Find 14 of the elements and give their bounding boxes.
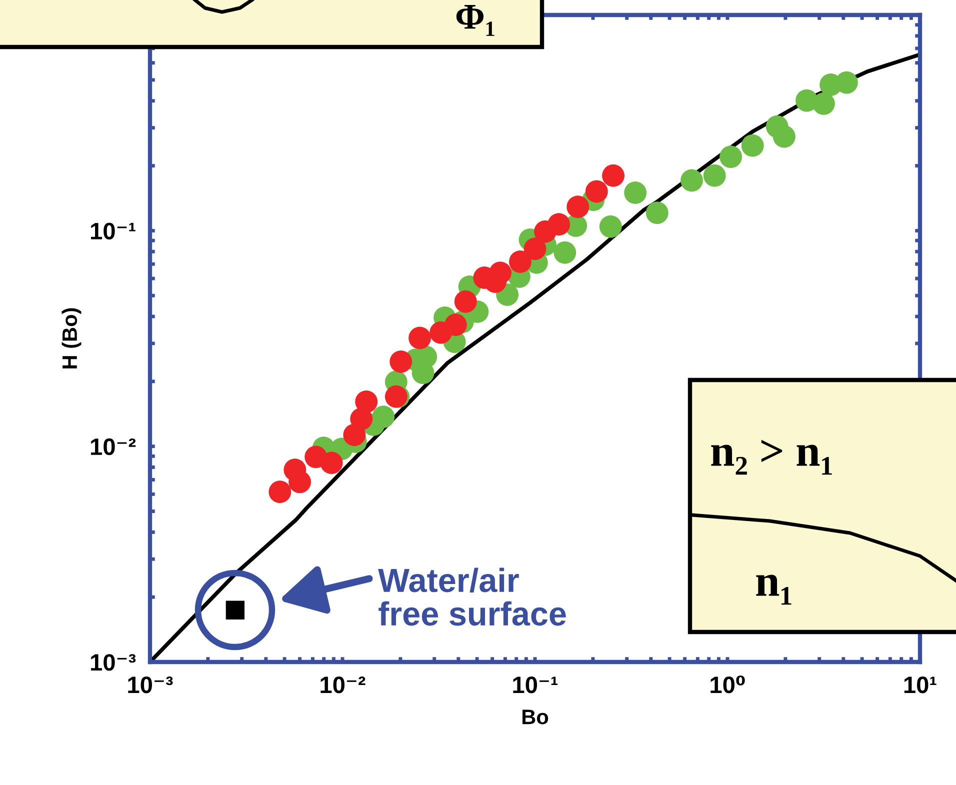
y-axis-title: H (Bo) — [62, 308, 82, 368]
annotation: Water/air free surface — [378, 568, 566, 626]
x-tick-label: 10⁻¹ — [513, 676, 558, 694]
y-tick-label: 10⁻² — [91, 438, 136, 456]
x-axis-title: Bo — [522, 710, 548, 724]
annotation: n₁ — [756, 574, 792, 605]
x-tick-label: 10⁰ — [710, 675, 745, 694]
x-tick-label: 10⁻² — [320, 676, 366, 694]
annotation: Φ₁ — [456, 5, 494, 36]
x-tick-label: 10¹ — [904, 676, 936, 694]
annotation: n₂ > n₁ — [711, 440, 832, 475]
y-tick-label: 10⁻³ — [91, 654, 136, 671]
x-tick-label: 10⁻³ — [128, 676, 173, 694]
y-tick-label: 10⁻¹ — [91, 222, 136, 240]
